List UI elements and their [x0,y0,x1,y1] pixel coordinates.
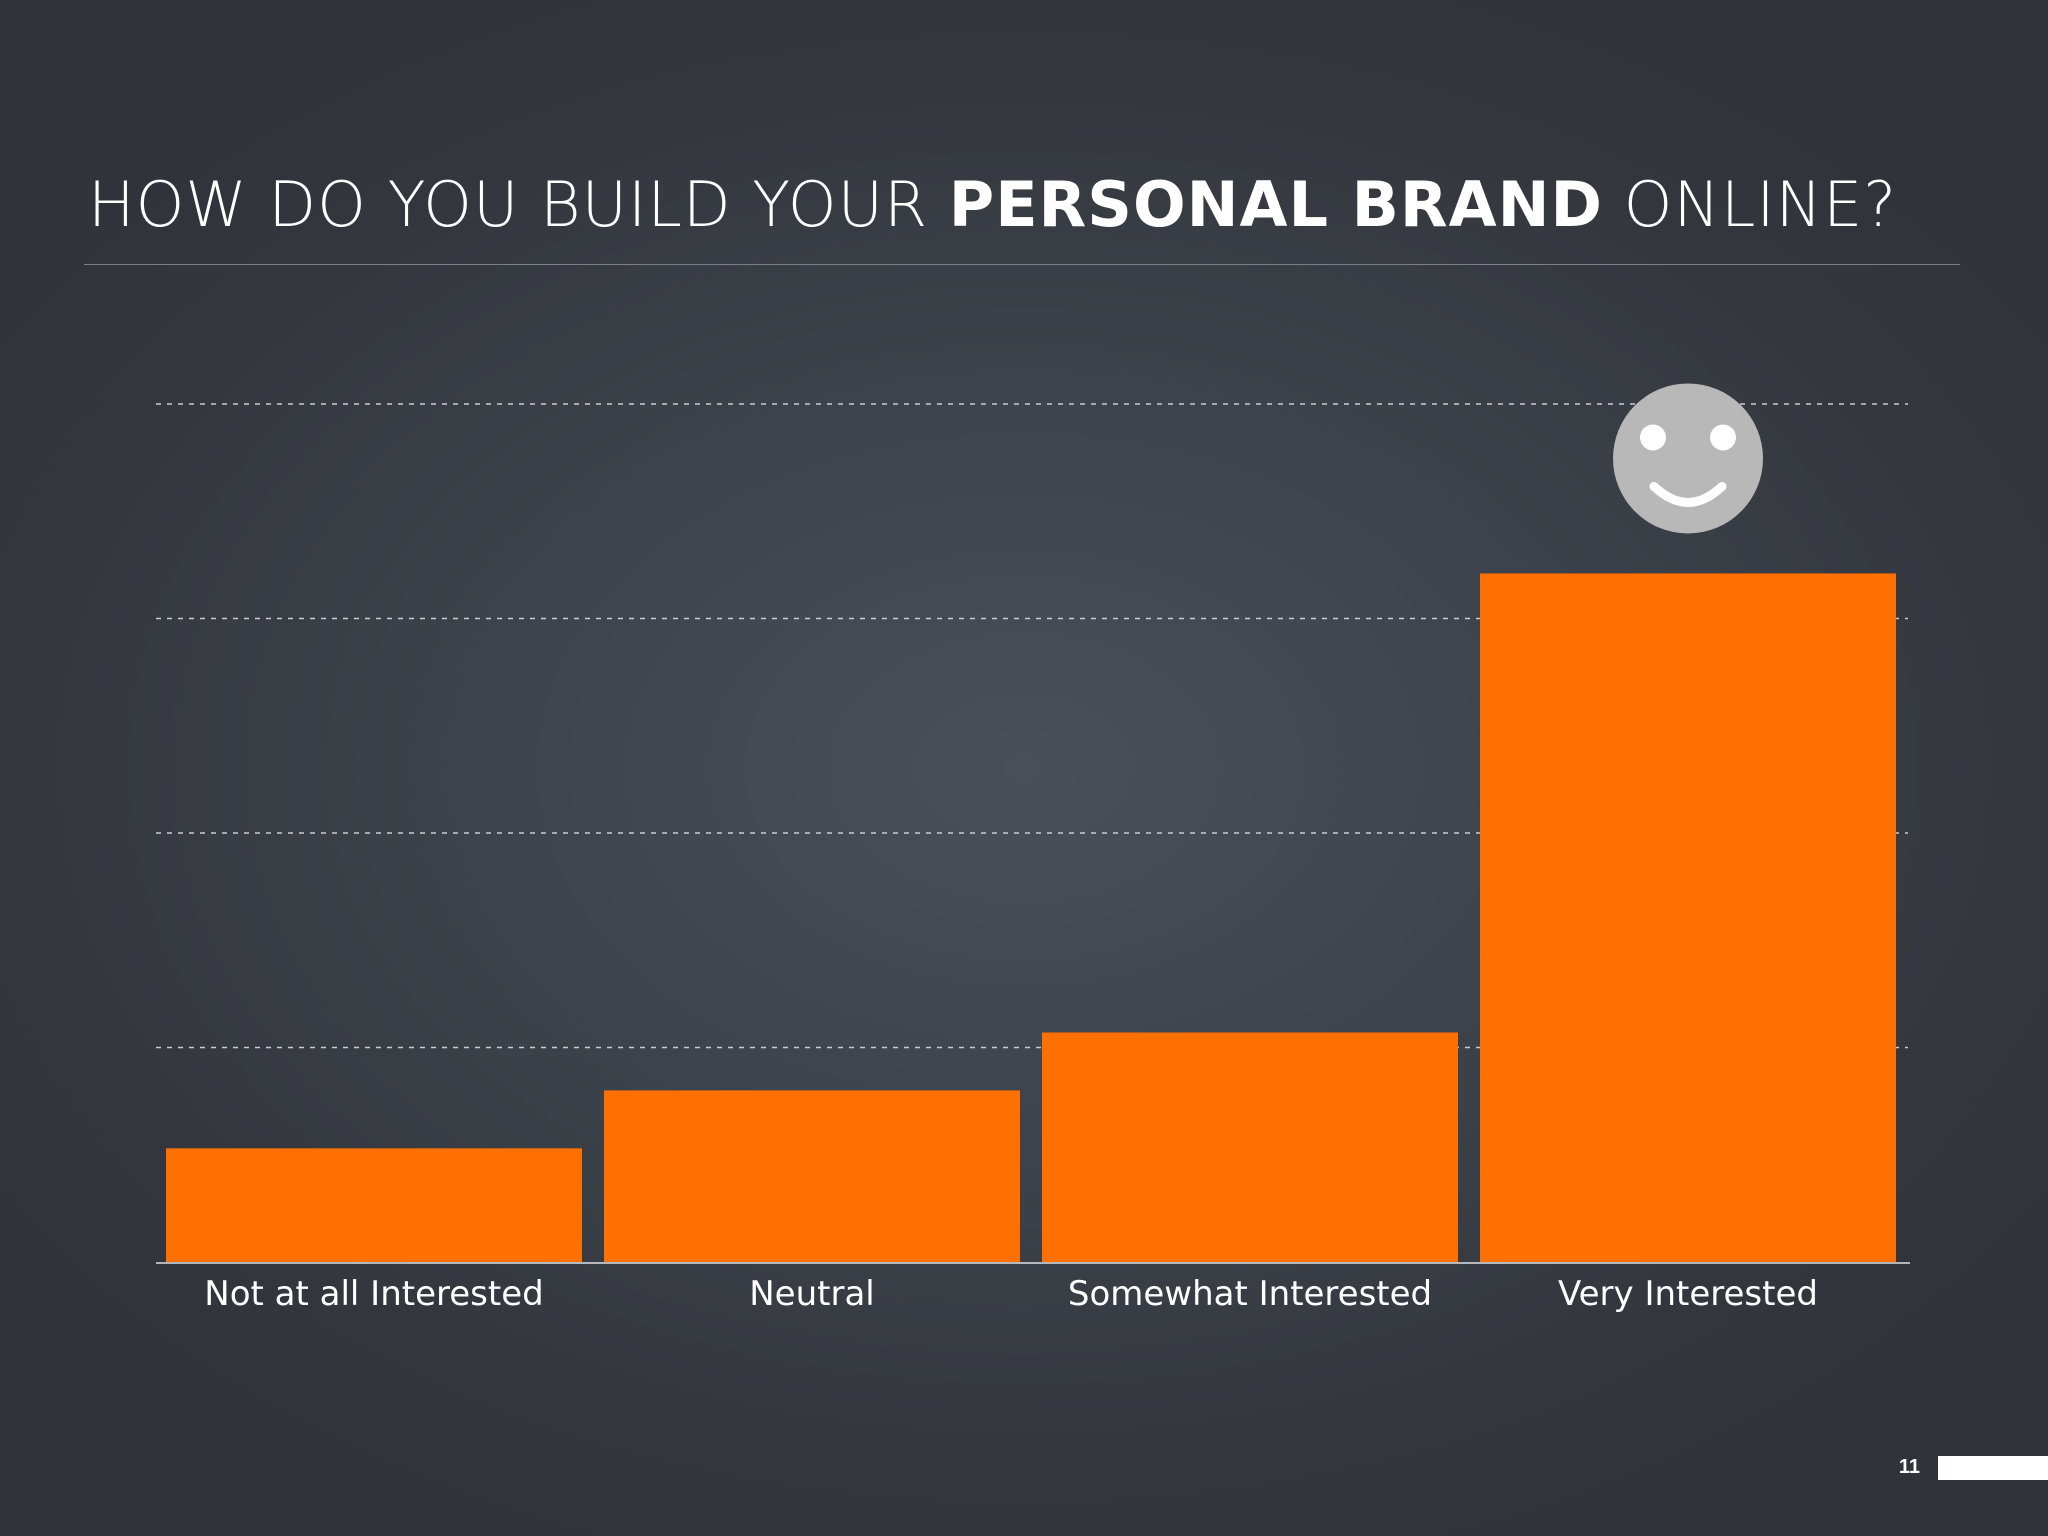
category-label-not-at-all-interested: Not at all Interested [204,1274,543,1314]
title-text-regular: HOW DO YOU BUILD YOUR [88,168,949,241]
slide-title: HOW DO YOU BUILD YOUR PERSONAL BRAND ONL… [88,168,1968,242]
smiley-eye-right [1710,424,1736,451]
category-label-neutral: Neutral [749,1274,875,1314]
smiley-eye-left [1640,424,1666,451]
smiley-face-circle [1613,383,1763,534]
page-number: 11 [1898,1456,1920,1478]
bars [166,573,1896,1262]
title-text-regular-end: ONLINE? [1602,168,1898,241]
category-labels: Not at all Interested Neutral Somewhat Int… [204,1274,1818,1314]
smiley-mouth [1649,481,1727,507]
bar-neutral [604,1090,1020,1262]
category-label-very-interested: Very Interested [1558,1274,1818,1314]
bar-very-interested [1480,573,1896,1262]
title-divider [84,264,1960,265]
bar-somewhat-interested [1042,1032,1458,1262]
title-text-bold: PERSONAL BRAND [948,168,1603,241]
bar-not-at-all-interested [166,1148,582,1262]
page-number-bar [1938,1456,2048,1480]
smiley-face-icon [1613,383,1763,534]
category-label-somewhat-interested: Somewhat Interested [1068,1274,1432,1314]
